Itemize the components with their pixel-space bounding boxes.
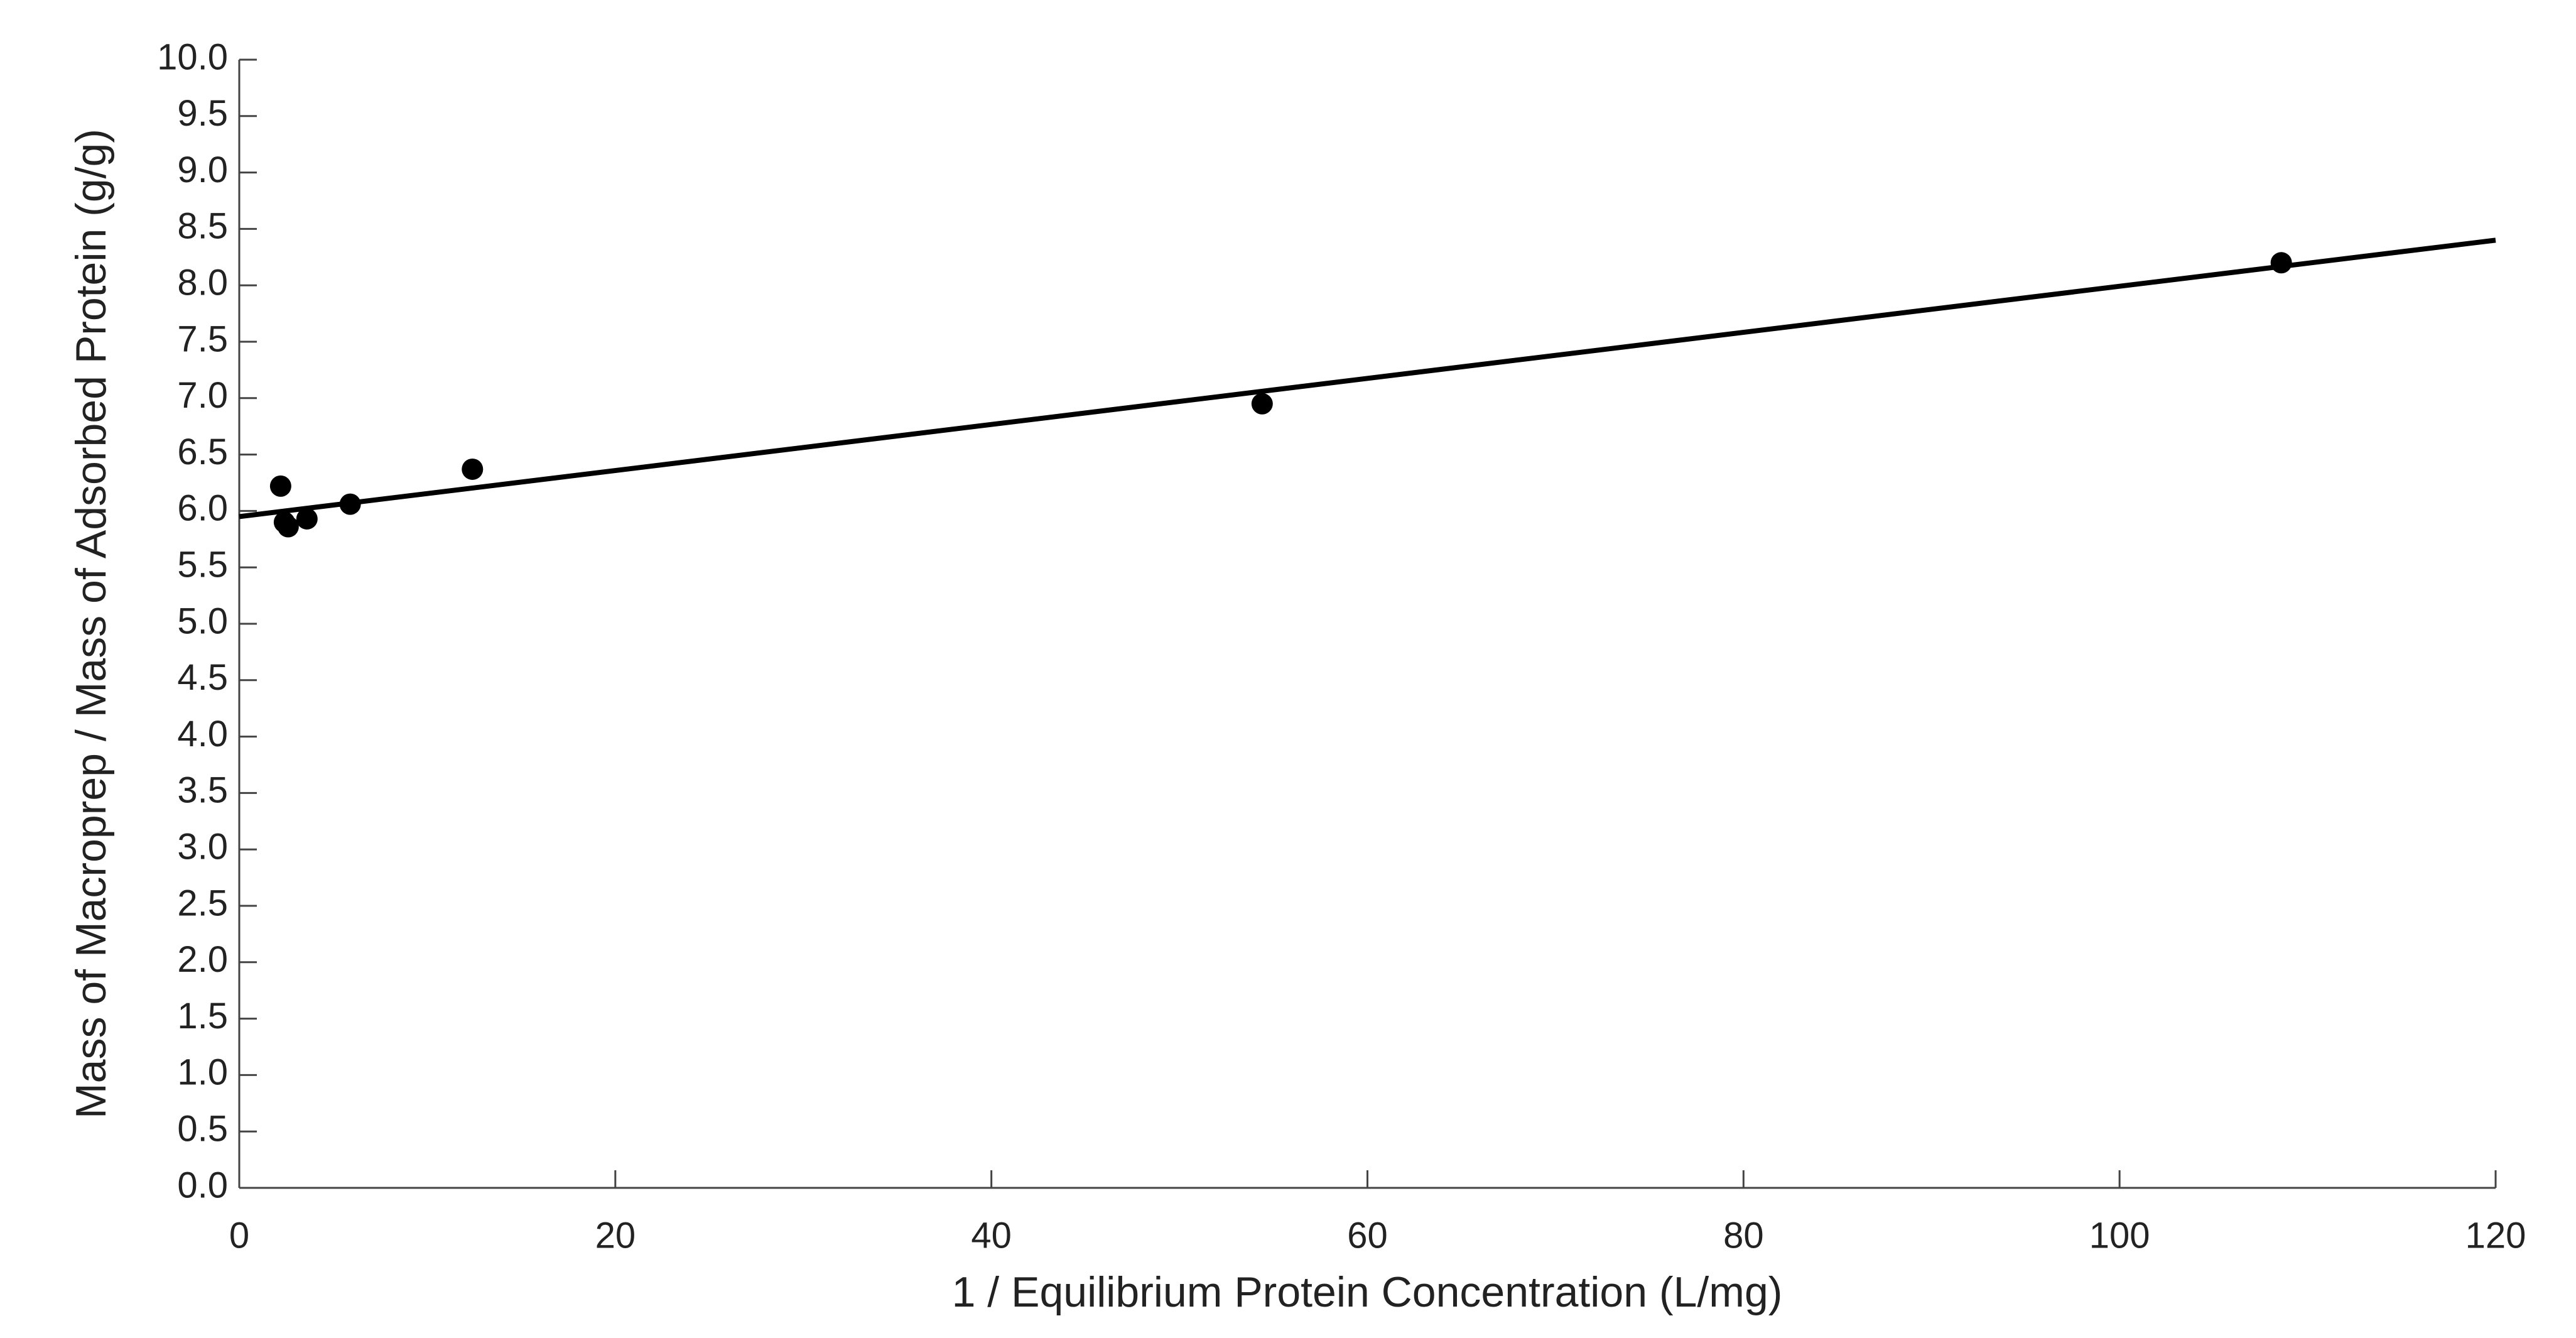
y-tick-label: 6.5 [177, 432, 228, 472]
y-tick-label: 3.5 [177, 770, 228, 811]
fit-line [239, 237, 2496, 519]
y-tick-label: 3.0 [177, 827, 228, 868]
y-tick-label: 4.5 [177, 657, 228, 698]
y-tick-label: 9.5 [177, 93, 228, 134]
y-tick-label: 2.0 [177, 939, 228, 980]
y-tick-label: 10.0 [157, 36, 228, 77]
x-tick-label: 40 [971, 1215, 1012, 1256]
y-tick-label: 5.5 [177, 545, 228, 585]
x-tick-label: 80 [1723, 1215, 1764, 1256]
data-point [296, 508, 318, 530]
x-tick-label: 0 [229, 1215, 249, 1256]
y-tick-label: 4.0 [177, 714, 228, 754]
data-point [2270, 252, 2292, 274]
data-point [1251, 393, 1273, 415]
y-tick-label: 8.5 [177, 206, 228, 247]
x-axis-title: 1 / Equilibrium Protein Concentration (L… [952, 1268, 1783, 1316]
y-tick-label: 5.0 [177, 601, 228, 641]
y-tick-label: 7.0 [177, 375, 228, 416]
data-point [277, 516, 299, 538]
y-tick-label: 9.0 [177, 150, 228, 190]
y-tick-label: 1.0 [177, 1052, 228, 1093]
y-tick-label: 1.5 [177, 996, 228, 1036]
y-tick-label: 6.0 [177, 488, 228, 529]
y-tick-label: 7.5 [177, 318, 228, 359]
y-tick-label: 0.0 [177, 1165, 228, 1205]
y-tick-label: 2.5 [177, 883, 228, 923]
y-tick-label: 0.5 [177, 1109, 228, 1150]
x-tick-label: 60 [1347, 1215, 1388, 1256]
x-tick-label: 100 [2089, 1215, 2150, 1256]
x-tick-label: 120 [2465, 1215, 2526, 1256]
y-axis-title: Mass of Macroprep / Mass of Adsorbed Pro… [67, 129, 115, 1119]
data-point [339, 493, 361, 515]
data-point [269, 475, 291, 497]
x-tick-label: 20 [595, 1215, 636, 1256]
y-tick-label: 8.0 [177, 263, 228, 303]
data-point [462, 458, 484, 480]
